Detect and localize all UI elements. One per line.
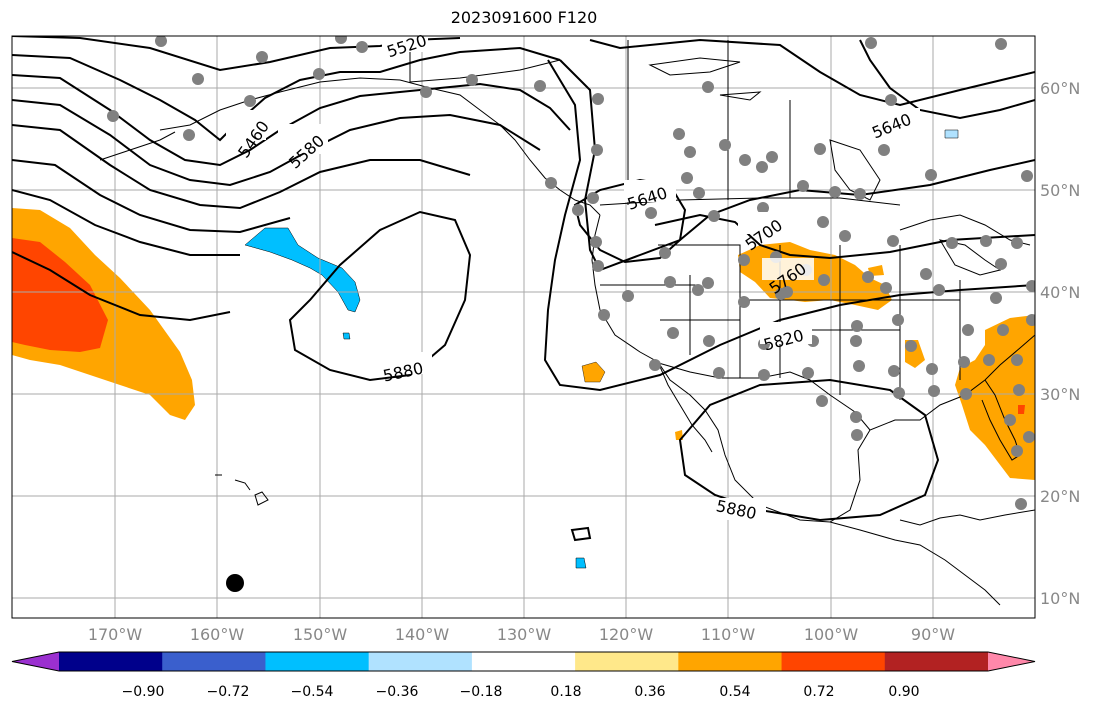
colorbar-tick: 0.18: [550, 684, 581, 700]
plot-frame: [11, 35, 1036, 619]
lon-label-120w: 120°W: [599, 625, 654, 644]
lon-labels: 170°W 160°W 150°W 140°W 130°W 120°W 110°…: [88, 625, 955, 644]
colorbar: [11, 651, 1036, 672]
lat-label-30n: 30°N: [1040, 385, 1080, 404]
colorbar-swatch: [59, 652, 163, 671]
marker-dot: [226, 574, 244, 592]
colorbar-tick: 0.36: [634, 684, 665, 700]
colorbar-tick-labels: −0.90 −0.72 −0.54 −0.36 −0.18 0.18 0.36 …: [122, 684, 920, 700]
colorbar-swatch: [368, 652, 473, 671]
lon-label-90w: 90°W: [911, 625, 955, 644]
colorbar-tick: −0.90: [122, 684, 165, 700]
colorbar-tick: 0.54: [719, 684, 750, 700]
colorbar-swatch: [471, 652, 576, 671]
station-markers: [107, 36, 1035, 510]
lon-label-150w: 150°W: [293, 625, 348, 644]
colorbar-swatch: [162, 652, 266, 671]
lon-label-170w: 170°W: [88, 625, 143, 644]
colorbar-outline: [11, 651, 1036, 672]
colorbar-tick: 0.90: [888, 684, 919, 700]
lon-label-100w: 100°W: [804, 625, 859, 644]
colorbar-tick: −0.72: [207, 684, 250, 700]
colorbar-tick: −0.36: [376, 684, 419, 700]
colorbar-tick: −0.54: [291, 684, 334, 700]
lat-label-10n: 10°N: [1040, 589, 1080, 608]
colorbar-swatch: [265, 652, 370, 671]
lat-labels: 60°N 50°N 40°N 30°N 20°N 10°N: [1040, 79, 1080, 608]
colorbar-swatch: [884, 652, 989, 671]
colorbar-extend-max: [988, 652, 1035, 671]
lat-label-60n: 60°N: [1040, 79, 1080, 98]
colorbar-tick: −0.18: [460, 684, 503, 700]
lon-label-160w: 160°W: [190, 625, 245, 644]
colorbar-extend-min: [12, 652, 59, 671]
colorbar-swatch: [678, 652, 783, 671]
lat-label-50n: 50°N: [1040, 181, 1080, 200]
lon-label-130w: 130°W: [497, 625, 552, 644]
lon-label-140w: 140°W: [395, 625, 450, 644]
lon-label-110w: 110°W: [701, 625, 756, 644]
colorbar-swatch: [781, 652, 886, 671]
lat-label-40n: 40°N: [1040, 283, 1080, 302]
colorbar-tick: 0.72: [803, 684, 834, 700]
contour-labels: 5520 5460 5580 5640 5640 5700 5760 5820 …: [226, 31, 920, 523]
colorbar-swatch: [575, 652, 679, 671]
map-title: 2023091600 F120: [450, 8, 598, 27]
lat-label-20n: 20°N: [1040, 487, 1080, 506]
